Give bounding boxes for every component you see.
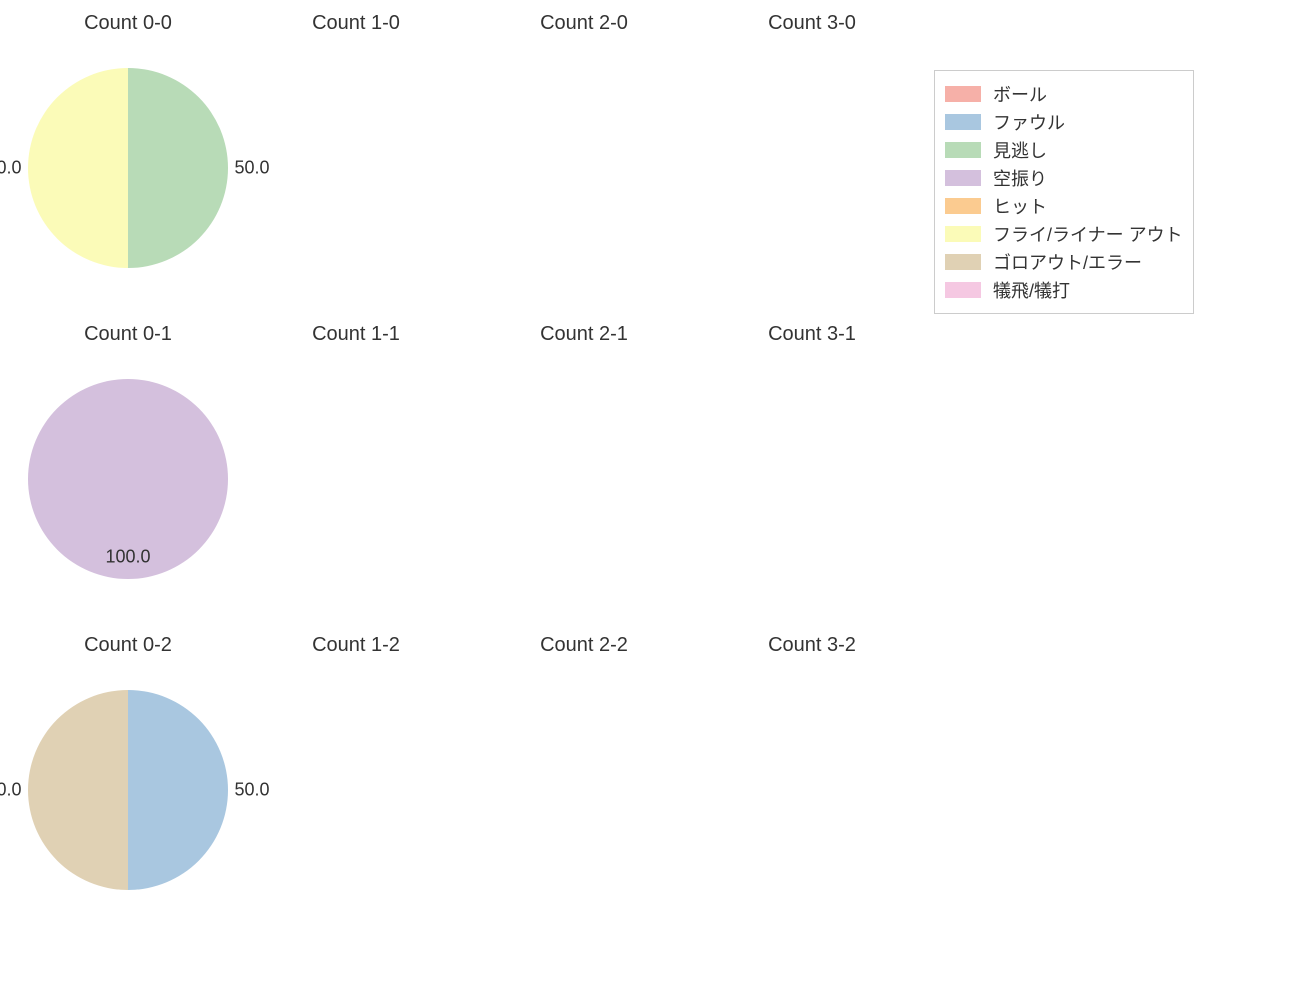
legend-label: 犠飛/犠打: [993, 277, 1070, 303]
chart-cell: Count 0-0 50.050.0: [14, 0, 242, 311]
pie-slice: [28, 68, 128, 268]
legend-item: 犠飛/犠打: [945, 277, 1183, 303]
cell-title: Count 2-1: [470, 323, 698, 346]
legend-label: ファウル: [993, 109, 1065, 135]
pie-svg: [28, 68, 228, 268]
legend-swatch: [945, 114, 981, 130]
pie-slice: [28, 690, 128, 890]
legend-item: 空振り: [945, 165, 1183, 191]
chart-cell: Count 3-2: [698, 622, 926, 933]
cell-title: Count 0-1: [14, 323, 242, 346]
chart-cell: Count 1-0: [242, 0, 470, 311]
pie: 50.050.0: [28, 690, 228, 890]
legend-item: フライ/ライナー アウト: [945, 221, 1183, 247]
legend-swatch: [945, 226, 981, 242]
cell-title: Count 1-1: [242, 323, 470, 346]
legend-label: 見逃し: [993, 137, 1047, 163]
slice-label: 50.0: [0, 158, 22, 179]
legend-item: ゴロアウト/エラー: [945, 249, 1183, 275]
cell-title: Count 3-1: [698, 323, 926, 346]
cell-title: Count 3-0: [698, 12, 926, 35]
chart-cell: Count 2-1: [470, 311, 698, 622]
legend-item: 見逃し: [945, 137, 1183, 163]
legend-item: ファウル: [945, 109, 1183, 135]
cell-title: Count 0-2: [14, 634, 242, 657]
legend-item: ボール: [945, 81, 1183, 107]
legend: ボールファウル見逃し空振りヒットフライ/ライナー アウトゴロアウト/エラー犠飛/…: [934, 70, 1194, 314]
chart-cell: Count 1-2: [242, 622, 470, 933]
legend-swatch: [945, 170, 981, 186]
legend-label: ゴロアウト/エラー: [993, 249, 1142, 275]
legend-label: ボール: [993, 81, 1047, 107]
legend-swatch: [945, 142, 981, 158]
pie: 50.050.0: [28, 68, 228, 268]
cell-title: Count 1-2: [242, 634, 470, 657]
slice-label: 50.0: [0, 780, 22, 801]
cell-title: Count 2-0: [470, 12, 698, 35]
chart-cell: Count 0-2 50.050.0: [14, 622, 242, 933]
cell-title: Count 0-0: [14, 12, 242, 35]
pie: 100.0: [28, 379, 228, 579]
legend-swatch: [945, 86, 981, 102]
legend-label: ヒット: [993, 193, 1047, 219]
legend-swatch: [945, 198, 981, 214]
legend-swatch: [945, 282, 981, 298]
slice-label: 100.0: [105, 547, 150, 568]
chart-cell: Count 0-1 100.0: [14, 311, 242, 622]
cell-title: Count 1-0: [242, 12, 470, 35]
cell-title: Count 3-2: [698, 634, 926, 657]
legend-item: ヒット: [945, 193, 1183, 219]
chart-cell: Count 3-1: [698, 311, 926, 622]
chart-cell: Count 1-1: [242, 311, 470, 622]
pie-slice: [128, 68, 228, 268]
chart-cell: Count 3-0: [698, 0, 926, 311]
cell-title: Count 2-2: [470, 634, 698, 657]
legend-label: 空振り: [993, 165, 1047, 191]
legend-swatch: [945, 254, 981, 270]
pie-grid-chart: Count 0-050.050.0Count 1-0Count 2-0Count…: [0, 0, 1300, 1000]
pie-slice: [128, 690, 228, 890]
pie-svg: [28, 690, 228, 890]
legend-label: フライ/ライナー アウト: [993, 221, 1183, 247]
chart-cell: Count 2-0: [470, 0, 698, 311]
chart-cell: Count 2-2: [470, 622, 698, 933]
